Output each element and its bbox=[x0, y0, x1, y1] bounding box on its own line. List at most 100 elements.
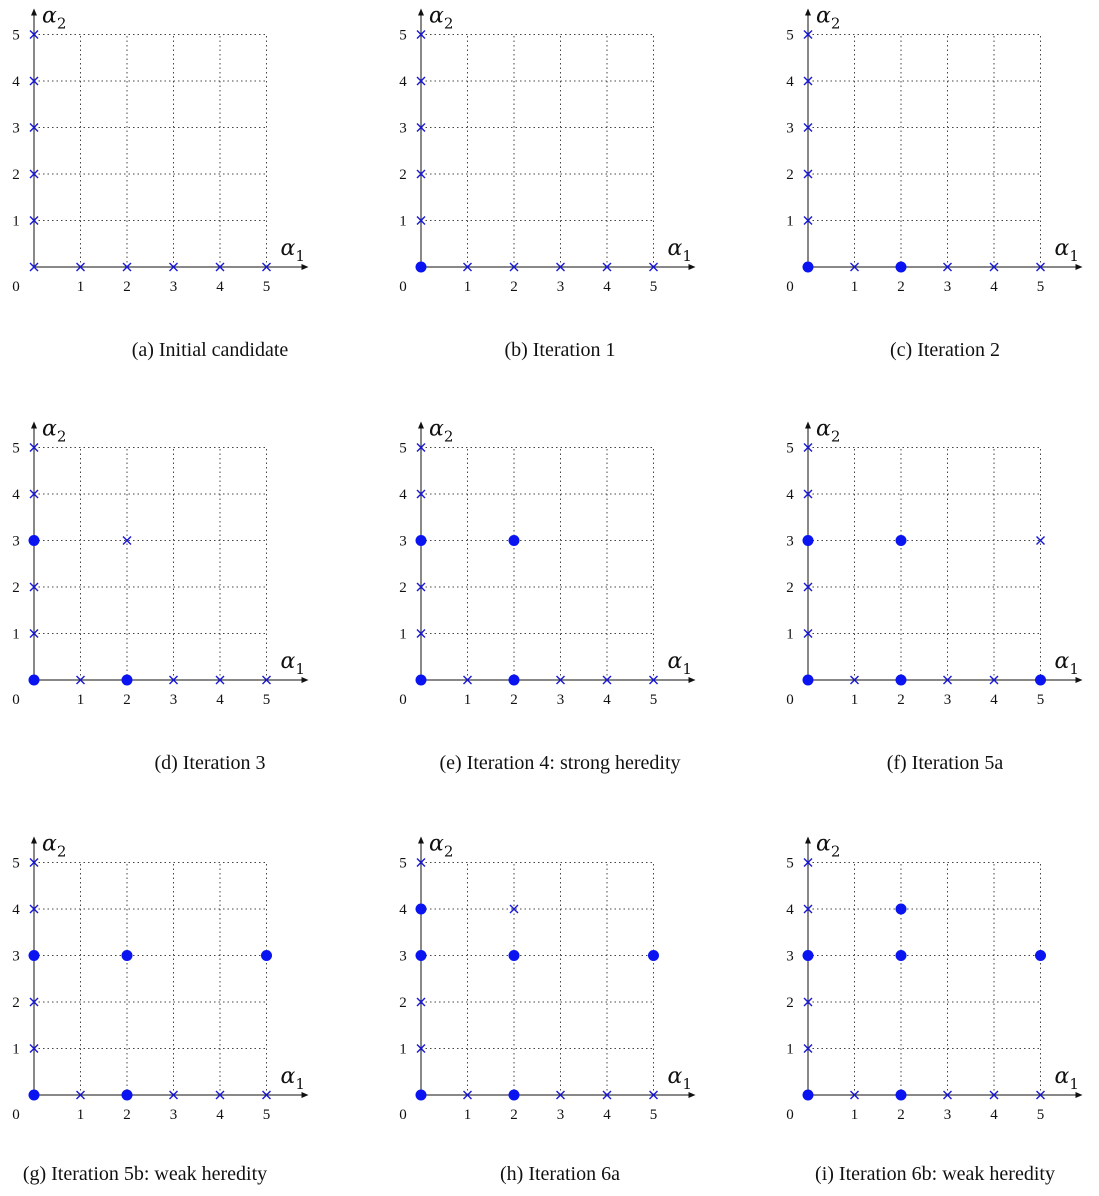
x-tick-label: 4 bbox=[603, 279, 611, 295]
x-axis-arrowhead bbox=[1075, 264, 1083, 270]
x-axis-arrowhead bbox=[301, 264, 309, 270]
selected-dot-marker bbox=[415, 1089, 427, 1101]
candidate-cross-marker bbox=[29, 858, 39, 867]
y-tick-label: 3 bbox=[12, 534, 20, 550]
candidate-cross-marker bbox=[943, 675, 952, 685]
selected-dot-marker bbox=[415, 903, 427, 915]
selected-dot-marker bbox=[1035, 674, 1046, 686]
y-tick-label: 4 bbox=[12, 74, 20, 90]
selected-dot-marker bbox=[508, 674, 520, 686]
x-tick-label: 5 bbox=[650, 692, 658, 708]
x-tick-label: 4 bbox=[216, 1107, 224, 1123]
candidate-cross-marker bbox=[262, 262, 271, 272]
candidate-cross-marker bbox=[602, 1090, 612, 1100]
x-tick-label: 3 bbox=[557, 692, 565, 708]
y-tick-label: 1 bbox=[786, 214, 794, 230]
x-tick-label: 5 bbox=[1037, 1107, 1045, 1123]
selected-dot-marker bbox=[802, 674, 814, 686]
x-tick-label: 1 bbox=[851, 692, 859, 708]
x-tick-label: 4 bbox=[990, 1107, 998, 1123]
candidate-cross-marker bbox=[29, 443, 39, 452]
panel-i: 1 2 3 4 5 1 2 3 4 5 0 α1 α2 bbox=[786, 832, 1083, 1123]
candidate-cross-marker bbox=[1036, 1090, 1045, 1100]
y-tick-label: 5 bbox=[786, 856, 794, 872]
candidate-cross-marker bbox=[803, 216, 813, 225]
candidate-cross-marker bbox=[215, 1090, 225, 1100]
candidate-cross-marker bbox=[169, 1090, 178, 1100]
y-axis-arrowhead bbox=[418, 8, 424, 16]
candidate-cross-marker bbox=[76, 675, 85, 685]
y-tick-label: 3 bbox=[786, 534, 794, 550]
origin-label: 0 bbox=[12, 1107, 20, 1123]
y-axis-label: α2 bbox=[42, 4, 66, 33]
x-axis-arrowhead bbox=[301, 677, 309, 683]
selected-dot-marker bbox=[1035, 950, 1046, 961]
x-tick-label: 5 bbox=[263, 1107, 271, 1123]
x-axis-label: α1 bbox=[1055, 236, 1079, 265]
y-tick-label: 3 bbox=[399, 534, 407, 550]
candidate-cross-marker bbox=[850, 675, 859, 685]
origin-label: 0 bbox=[12, 692, 20, 708]
selected-dot-marker bbox=[415, 535, 427, 546]
x-tick-label: 2 bbox=[510, 692, 518, 708]
y-axis-label: α2 bbox=[429, 832, 453, 861]
y-tick-label: 4 bbox=[399, 74, 407, 90]
selected-dot-marker bbox=[121, 950, 133, 961]
x-tick-label: 5 bbox=[263, 692, 271, 708]
y-tick-label: 5 bbox=[12, 441, 20, 457]
selected-dot-marker bbox=[802, 535, 814, 546]
y-tick-label: 5 bbox=[399, 28, 407, 44]
x-tick-label: 2 bbox=[510, 279, 518, 295]
y-tick-label: 4 bbox=[786, 902, 794, 918]
candidate-cross-marker bbox=[416, 858, 426, 867]
y-tick-label: 4 bbox=[12, 487, 20, 503]
y-tick-label: 5 bbox=[399, 441, 407, 457]
panel-caption-g: (g) Iteration 5b: weak heredity bbox=[22, 1163, 268, 1185]
y-tick-label: 5 bbox=[12, 856, 20, 872]
x-axis-label: α1 bbox=[1055, 1064, 1079, 1093]
y-axis-label: α2 bbox=[816, 417, 840, 446]
selected-dot-marker bbox=[508, 1089, 520, 1101]
selected-dot-marker bbox=[415, 674, 427, 686]
y-tick-label: 2 bbox=[786, 167, 794, 183]
candidate-cross-marker bbox=[803, 997, 813, 1007]
y-tick-label: 3 bbox=[12, 121, 20, 137]
x-tick-label: 4 bbox=[216, 279, 224, 295]
y-tick-label: 2 bbox=[786, 580, 794, 596]
candidate-cross-marker bbox=[29, 629, 39, 638]
x-tick-label: 3 bbox=[944, 279, 952, 295]
x-axis-arrowhead bbox=[1075, 1092, 1083, 1098]
y-axis-label: α2 bbox=[429, 417, 453, 446]
candidate-cross-marker bbox=[943, 262, 952, 272]
candidate-cross-marker bbox=[509, 904, 519, 914]
candidate-cross-marker bbox=[29, 582, 39, 592]
candidate-cross-marker bbox=[556, 675, 565, 685]
selected-dot-marker bbox=[508, 535, 520, 546]
y-tick-label: 2 bbox=[12, 995, 20, 1011]
candidate-cross-marker bbox=[29, 76, 39, 86]
candidate-cross-marker bbox=[943, 1090, 952, 1100]
y-tick-label: 5 bbox=[786, 28, 794, 44]
x-axis-arrowhead bbox=[301, 1092, 309, 1098]
y-tick-label: 1 bbox=[12, 214, 20, 230]
candidate-cross-marker bbox=[989, 675, 999, 685]
y-tick-label: 3 bbox=[786, 121, 794, 137]
x-axis-label: α1 bbox=[668, 1064, 692, 1093]
y-tick-label: 2 bbox=[786, 995, 794, 1011]
x-tick-label: 1 bbox=[851, 279, 859, 295]
candidate-cross-marker bbox=[1036, 262, 1045, 272]
y-axis-arrowhead bbox=[31, 8, 37, 16]
origin-label: 0 bbox=[786, 692, 794, 708]
candidate-cross-marker bbox=[169, 262, 178, 272]
y-tick-label: 1 bbox=[786, 627, 794, 643]
x-tick-label: 4 bbox=[603, 692, 611, 708]
y-tick-label: 2 bbox=[12, 167, 20, 183]
selected-dot-marker bbox=[28, 950, 40, 961]
x-tick-label: 2 bbox=[123, 692, 131, 708]
panel-d: 1 2 3 4 5 1 2 3 4 5 0 α1 α2 bbox=[12, 417, 309, 708]
selected-dot-marker bbox=[28, 674, 40, 686]
y-axis-arrowhead bbox=[31, 836, 37, 844]
candidate-cross-marker bbox=[122, 262, 132, 272]
candidate-cross-marker bbox=[262, 1090, 271, 1100]
x-tick-label: 4 bbox=[990, 279, 998, 295]
